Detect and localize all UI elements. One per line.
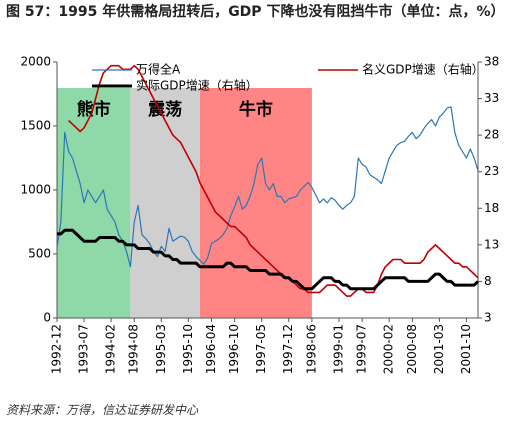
x-tick-label: 1995-10 [181, 324, 195, 374]
y2-tick-label: 28 [484, 128, 499, 142]
region-label: 熊市 [77, 99, 111, 120]
y-tick-label: 1000 [20, 183, 51, 197]
region-label: 震荡 [147, 100, 182, 120]
legend-label: 名义GDP增速（右轴） [362, 62, 484, 77]
x-tick-label: 1992-12 [50, 324, 64, 374]
x-tick-label: 1997-05 [254, 324, 268, 374]
region-label: 牛市 [239, 99, 273, 120]
x-tick-label: 1997-12 [281, 324, 295, 374]
y-tick-label: 0 [43, 311, 51, 325]
x-tick-label: 1998-06 [304, 324, 318, 374]
chart-title: 图 57：1995 年供需格局扭转后，GDP 下降也没有阻挡牛市（单位：点，%） [6, 4, 505, 20]
x-tick-label: 2001-10 [459, 324, 473, 374]
x-tick-label: 1994-02 [104, 324, 118, 374]
x-tick-label: 1996-10 [227, 324, 241, 374]
legend-label: 万得全A [136, 62, 181, 77]
y2-tick-label: 23 [484, 164, 499, 178]
legend-label: 实际GDP增速（右轴） [136, 78, 258, 93]
y2-tick-label: 8 [484, 274, 492, 288]
y-tick-label: 2000 [20, 55, 51, 69]
y2-tick-label: 13 [484, 237, 499, 251]
y-tick-label: 500 [28, 247, 51, 261]
region [57, 88, 131, 318]
y2-tick-label: 3 [484, 311, 492, 325]
x-tick-label: 2000-02 [382, 324, 396, 374]
x-tick-label: 1996-04 [204, 324, 218, 374]
chart: 熊市 震荡 牛市0500100015002000381318232833381992… [20, 55, 499, 375]
y2-tick-label: 33 [484, 91, 499, 105]
series-line [56, 106, 479, 268]
x-tick-label: 1995-03 [154, 324, 168, 374]
region [199, 88, 312, 318]
x-tick-label: 1999-07 [355, 324, 369, 374]
region [130, 88, 200, 318]
x-tick-label: 2000-08 [405, 324, 419, 374]
x-tick-label: 1999-01 [331, 324, 345, 374]
x-tick-label: 2001-03 [432, 324, 446, 374]
x-tick-label: 1993-07 [77, 324, 91, 374]
x-tick-label: 1994-08 [127, 324, 141, 374]
series-line [68, 64, 479, 297]
y2-tick-label: 18 [484, 201, 499, 215]
source-note: 资料来源：万得，信达证券研发中心 [6, 403, 199, 417]
y2-tick-label: 38 [484, 55, 499, 69]
series-line [57, 228, 480, 291]
y-tick-label: 1500 [20, 119, 51, 133]
